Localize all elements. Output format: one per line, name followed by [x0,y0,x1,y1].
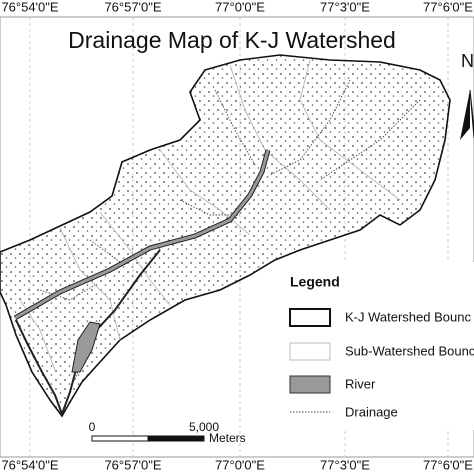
north-arrow: N [460,51,474,140]
coordinate-label: 76°54'0"E [1,0,58,14]
river [14,149,270,320]
river [15,319,63,415]
legend-title: Legend [290,274,340,290]
legend-swatch [289,375,331,394]
coordinate-label: 77°0'0"E [215,457,265,472]
legend-swatch [289,308,331,327]
scale-segment [91,435,149,442]
legend-swatch [289,342,331,361]
coordinate-label: 76°54'0"E [1,457,58,472]
scale-label: 5,000 [189,420,219,434]
legend-label: K-J Watershed Bounc [345,309,471,324]
legend-label: Drainage [345,404,398,419]
coordinate-label: 77°3'0"E [320,0,370,14]
map-title: Drainage Map of K-J Watershed [68,27,396,53]
coordinate-label: 76°57'0"E [104,0,161,14]
legend-label: River [345,376,376,391]
scale-label: 0 [89,420,96,434]
top-coordinates: 76°54'0"E 76°57'0"E 77°0'0"E 77°3'0"E 77… [1,0,473,14]
legend-label: Sub-Watershed Bounc [345,343,474,358]
watershed-boundary [0,54,451,418]
river [71,321,101,373]
coordinate-label: 76°57'0"E [104,457,161,472]
scale-bar: 0 5,000 Meters [89,420,246,445]
bottom-coordinates: 76°54'0"E 76°57'0"E 77°0'0"E 77°3'0"E 77… [1,457,473,472]
coordinate-label: 77°3'0"E [320,457,370,472]
scale-segment [147,435,205,442]
scale-unit: Meters [209,431,246,445]
coordinate-label: 77°6'0"E [423,0,473,14]
coordinate-label: 77°6'0"E [423,457,473,472]
coordinate-label: 77°0'0"E [215,0,265,14]
north-label: N [461,51,474,71]
legend: Legend K-J Watershed Bounc Sub-Watershed… [280,262,474,430]
